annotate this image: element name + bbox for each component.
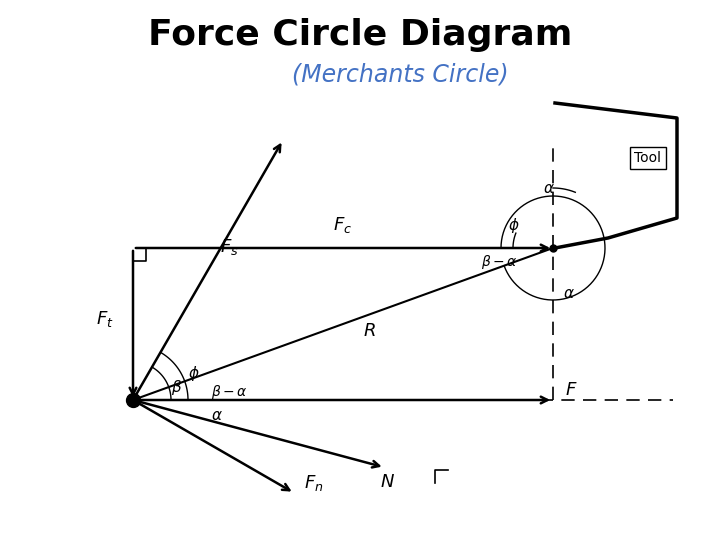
Text: $\alpha$: $\alpha$ <box>211 408 223 423</box>
Text: $F_n$: $F_n$ <box>305 473 324 493</box>
Text: (Merchants Circle): (Merchants Circle) <box>292 63 508 87</box>
Text: $\phi$: $\phi$ <box>188 364 199 383</box>
Text: $N$: $N$ <box>379 474 395 491</box>
Text: $F_s$: $F_s$ <box>220 237 238 257</box>
Text: $\phi$: $\phi$ <box>508 216 520 235</box>
Text: Tool: Tool <box>634 151 662 165</box>
Text: $R$: $R$ <box>363 322 376 340</box>
Text: $\alpha$: $\alpha$ <box>543 181 555 196</box>
Text: $\beta$: $\beta$ <box>171 378 182 397</box>
Text: $\beta - \alpha$: $\beta - \alpha$ <box>211 383 248 401</box>
Text: $F_c$: $F_c$ <box>333 215 353 235</box>
Text: $\alpha$: $\alpha$ <box>563 286 575 301</box>
Text: $\beta - \alpha$: $\beta - \alpha$ <box>481 253 518 271</box>
Text: $F_t$: $F_t$ <box>96 309 114 329</box>
Text: Force Circle Diagram: Force Circle Diagram <box>148 18 572 52</box>
Text: $F$: $F$ <box>565 381 577 399</box>
